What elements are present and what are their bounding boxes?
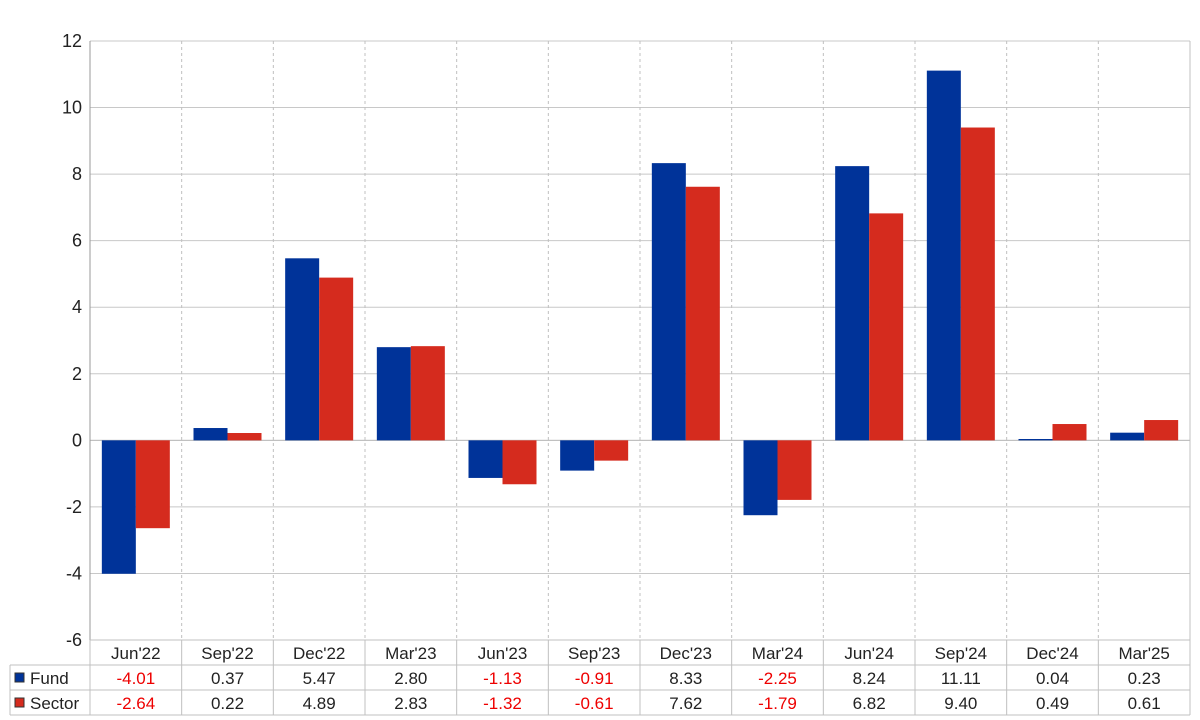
series-name-fund: Fund: [30, 669, 69, 688]
data-label-sector: 4.89: [303, 694, 336, 713]
category-label: Sep'23: [568, 644, 620, 663]
data-label-sector: 7.62: [669, 694, 702, 713]
legend-swatch-fund: [14, 672, 25, 683]
bar-fund-3: [376, 347, 411, 441]
data-label-sector: 2.83: [394, 694, 427, 713]
data-label-fund: 5.47: [303, 669, 336, 688]
bar-fund-7: [743, 440, 778, 516]
data-label-fund: -1.13: [483, 669, 522, 688]
bars: [101, 70, 1179, 574]
y-tick-label: -6: [66, 630, 82, 650]
data-label-sector: -2.64: [116, 694, 155, 713]
bar-sector-3: [410, 346, 445, 441]
data-label-fund: 2.80: [394, 669, 427, 688]
category-label: Sep'22: [201, 644, 253, 663]
data-label-sector: 0.61: [1128, 694, 1161, 713]
bar-fund-9: [926, 70, 961, 441]
bar-sector-11: [1144, 420, 1179, 441]
y-axis: -6 -4 -2 0 2 4 6 8 10 12: [62, 31, 91, 650]
data-label-sector: -1.79: [758, 694, 797, 713]
category-label: Dec'24: [1026, 644, 1078, 663]
bar-fund-6: [651, 163, 686, 441]
y-tick-label: -2: [66, 497, 82, 517]
y-tick-label: 2: [72, 364, 82, 384]
bar-sector-0: [135, 440, 170, 529]
data-table: Jun'22 Sep'22 Dec'22 Mar'23 Jun'23 Sep'23 Dec'…: [9, 639, 1191, 716]
y-tick-label: 8: [72, 164, 82, 184]
bar-sector-8: [869, 213, 904, 441]
grid: [89, 40, 1191, 641]
category-label: Mar'24: [752, 644, 803, 663]
data-label-fund: 11.11: [941, 669, 981, 688]
data-label-sector: 6.82: [853, 694, 886, 713]
y-tick-label: 10: [62, 98, 82, 118]
category-label: Jun'23: [478, 644, 528, 663]
category-label: Sep'24: [935, 644, 987, 663]
bar-fund-11: [1110, 432, 1145, 441]
category-label: Jun'22: [111, 644, 161, 663]
data-label-fund: -2.25: [758, 669, 797, 688]
bar-sector-2: [319, 277, 354, 441]
bar-sector-9: [960, 127, 995, 441]
bar-fund-4: [468, 440, 503, 478]
y-tick-label: -4: [66, 563, 82, 583]
bar-sector-1: [227, 433, 262, 441]
bar-sector-7: [777, 440, 812, 500]
category-label: Mar'23: [385, 644, 436, 663]
bar-sector-6: [685, 186, 720, 441]
data-label-sector: 0.22: [211, 694, 244, 713]
category-label: Mar'25: [1118, 644, 1169, 663]
data-label-sector: -1.32: [483, 694, 522, 713]
bar-fund-2: [285, 258, 320, 441]
data-label-fund: 0.23: [1128, 669, 1161, 688]
data-label-sector: 0.49: [1036, 694, 1069, 713]
data-label-fund: -4.01: [116, 669, 155, 688]
data-label-sector: 9.40: [944, 694, 977, 713]
bar-fund-8: [835, 166, 870, 441]
bar-fund-0: [101, 440, 136, 574]
bar-sector-4: [502, 440, 537, 485]
category-label: Dec'23: [660, 644, 712, 663]
data-label-fund: 8.24: [853, 669, 886, 688]
y-tick-label: 0: [72, 430, 82, 450]
y-tick-label: 12: [62, 31, 82, 51]
y-tick-label: 4: [72, 297, 82, 317]
bar-fund-10: [1018, 439, 1053, 441]
data-label-fund: 0.37: [211, 669, 244, 688]
data-label-fund: 8.33: [669, 669, 702, 688]
bar-sector-5: [594, 440, 629, 461]
data-label-fund: 0.04: [1036, 669, 1069, 688]
bar-sector-10: [1052, 424, 1087, 441]
series-name-sector: Sector: [30, 694, 79, 713]
category-label: Jun'24: [844, 644, 894, 663]
y-tick-label: 6: [72, 231, 82, 251]
data-label-fund: -0.91: [575, 669, 614, 688]
bar-fund-5: [560, 440, 595, 471]
legend-swatch-sector: [14, 697, 25, 708]
category-label: Dec'22: [293, 644, 345, 663]
bar-fund-1: [193, 428, 228, 441]
data-label-sector: -0.61: [575, 694, 614, 713]
